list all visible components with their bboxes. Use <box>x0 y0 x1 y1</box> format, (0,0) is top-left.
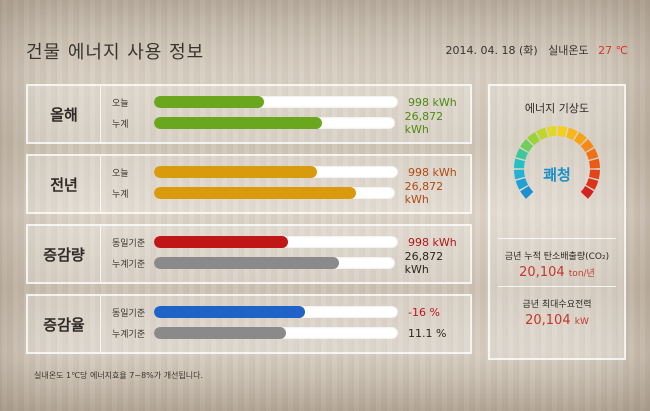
gauge-segment <box>557 126 568 137</box>
panel-this-year: 올해 오늘 998 kWh 누계 26,872 kWh <box>26 84 472 144</box>
carbon-value: 20,104 <box>519 265 565 280</box>
row-label: 누계 <box>112 119 129 130</box>
demand-box: 금년 최대수요전력 20,104 kW <box>498 286 616 339</box>
bar-track <box>154 236 398 248</box>
bar-track <box>154 306 398 318</box>
gauge-segment <box>520 139 534 153</box>
bar-track <box>153 117 395 129</box>
panel-change-rate: 증감율 동일기준 -16 % 누계기준 11.1 % <box>26 294 472 354</box>
row-value: 26,872 kWh <box>404 180 444 206</box>
row-value: 11.1 % <box>408 326 447 340</box>
gauge-segment <box>520 185 534 199</box>
bar-fill <box>154 96 264 108</box>
gauge-segment <box>514 158 525 169</box>
energy-weather-panel: 에너지 기상도 쾌청 금년 누적 탄소배출량(CO₂) 20,104 ton/년… <box>488 84 626 360</box>
page-title: 건물 에너지 사용 정보 <box>26 42 205 63</box>
gauge-segment <box>580 139 594 153</box>
bar-fill <box>153 187 356 199</box>
row-label: 누계기준 <box>112 329 146 340</box>
temp-label: 실내온도 <box>548 44 589 57</box>
row-value: -16 % <box>408 305 440 319</box>
weather-gauge <box>514 126 600 199</box>
bar-row: 누계기준 26,872 kWh <box>112 250 470 276</box>
panel-label: 올해 <box>28 86 101 142</box>
row-value: 998 kWh <box>408 235 457 249</box>
bar-fill <box>154 236 289 248</box>
panel-last-year: 전년 오늘 998 kWh 누계 26,872 kWh <box>26 154 472 214</box>
row-value: 26,872 kWh <box>404 110 444 136</box>
gauge-segment <box>514 169 525 180</box>
row-value: 26,872 kWh <box>404 250 444 276</box>
gauge-segment <box>566 127 578 141</box>
gauge-segment <box>573 132 587 146</box>
gauge-segment <box>536 127 548 141</box>
row-label: 동일기준 <box>112 308 146 319</box>
bar-fill <box>154 327 286 339</box>
row-label: 누계 <box>112 189 129 200</box>
carbon-value-line: 20,104 ton/년 <box>498 265 616 280</box>
row-label: 동일기준 <box>112 238 146 249</box>
bar-track <box>154 166 398 178</box>
carbon-box: 금년 누적 탄소배출량(CO₂) 20,104 ton/년 <box>498 238 616 291</box>
bar-track <box>153 187 395 199</box>
temp-value: 27 ℃ <box>598 44 628 57</box>
bar-track <box>153 257 395 269</box>
row-label: 누계기준 <box>112 259 146 270</box>
gauge-segment <box>585 178 599 190</box>
gauge-segment <box>589 169 600 180</box>
carbon-unit: ton/년 <box>568 269 595 279</box>
row-value: 998 kWh <box>408 95 457 109</box>
gauge-segment <box>515 178 529 190</box>
panel-label: 전년 <box>28 156 101 212</box>
gauge-segment <box>515 148 529 160</box>
demand-value: 20,104 <box>525 313 571 328</box>
bar-row: 오늘 998 kWh <box>112 95 457 109</box>
bar-row: 동일기준 998 kWh <box>112 235 457 249</box>
row-label: 오늘 <box>112 98 129 109</box>
bar-fill <box>153 117 323 129</box>
row-value: 998 kWh <box>408 165 457 179</box>
gauge-segment <box>589 158 600 169</box>
gauge-status: 쾌청 <box>543 166 571 184</box>
gauge-segment <box>580 185 594 199</box>
bar-fill <box>154 306 306 318</box>
bar-row: 누계 26,872 kWh <box>112 110 470 136</box>
bar-fill <box>154 166 318 178</box>
demand-value-line: 20,104 kW <box>498 313 616 328</box>
bar-row: 동일기준 -16 % <box>112 305 440 319</box>
side-title: 에너지 기상도 <box>524 102 590 115</box>
bar-track <box>154 96 398 108</box>
gauge-segment <box>527 132 541 146</box>
bar-fill <box>153 257 340 269</box>
bar-row: 누계 26,872 kWh <box>112 180 470 206</box>
date-display: 2014. 04. 18 (화) <box>445 44 538 57</box>
demand-label: 금년 최대수요전력 <box>522 300 592 310</box>
footnote: 실내온도 1℃당 에너지효율 7~8%가 개선됩니다. <box>34 371 204 380</box>
demand-unit: kW <box>574 317 589 327</box>
gauge-segment <box>585 148 599 160</box>
bar-track <box>154 327 398 339</box>
gauge-segment <box>546 126 557 137</box>
carbon-label: 금년 누적 탄소배출량(CO₂) <box>504 252 610 262</box>
bar-row: 오늘 998 kWh <box>112 165 457 179</box>
row-label: 오늘 <box>112 168 129 179</box>
panel-label: 증감율 <box>28 296 101 352</box>
panel-label: 증감량 <box>28 226 101 282</box>
panel-change-amount: 증감량 동일기준 998 kWh 누계기준 26,872 kWh <box>26 224 472 284</box>
header-info: 2014. 04. 18 (화) 실내온도 27 ℃ <box>445 42 628 58</box>
bar-row: 누계기준 11.1 % <box>112 326 446 340</box>
